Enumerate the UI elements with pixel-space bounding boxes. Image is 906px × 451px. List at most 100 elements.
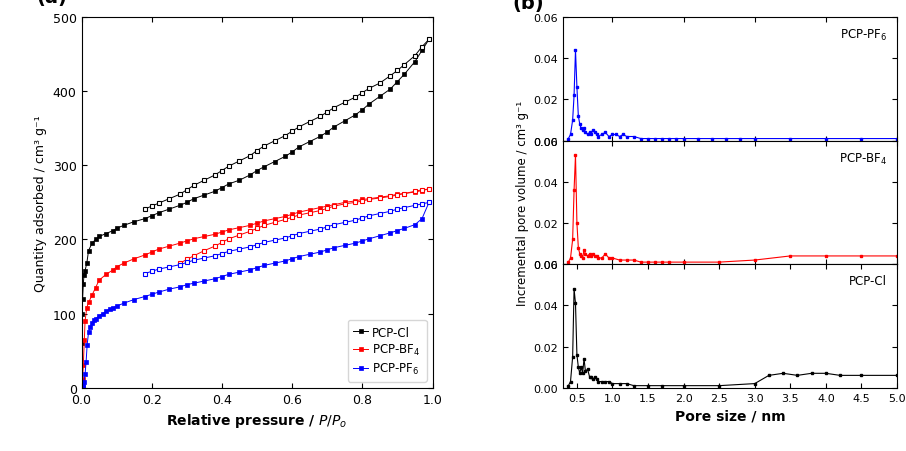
PCP-Cl: [385, 87, 396, 92]
PCP-Cl: [340, 119, 351, 124]
PCP-Cl: [90, 237, 101, 243]
PCP-BF$_4$: [199, 234, 210, 239]
PCP-Cl: [424, 37, 435, 43]
PCP-Cl: [118, 223, 129, 229]
PCP-Cl: [234, 178, 245, 184]
X-axis label: Pore size / nm: Pore size / nm: [674, 408, 786, 422]
PCP-BF$_4$: [357, 197, 368, 202]
X-axis label: Relative pressure / $P/P_o$: Relative pressure / $P/P_o$: [167, 411, 348, 429]
PCP-Cl: [374, 94, 385, 100]
PCP-BF$_4$: [280, 214, 291, 220]
PCP-Cl: [199, 193, 210, 198]
PCP-Cl: [76, 341, 87, 346]
Legend: PCP-Cl, PCP-BF$_4$, PCP-PF$_6$: PCP-Cl, PCP-BF$_4$, PCP-PF$_6$: [348, 320, 427, 382]
PCP-Cl: [188, 197, 199, 202]
PCP-BF$_4$: [174, 241, 185, 246]
PCP-PF$_6$: [87, 321, 98, 326]
PCP-Cl: [77, 311, 88, 317]
PCP-BF$_4$: [417, 189, 428, 194]
PCP-Cl: [111, 226, 122, 231]
Text: (b): (b): [513, 0, 545, 13]
Y-axis label: Incremental pore volume / cm³ g⁻¹: Incremental pore volume / cm³ g⁻¹: [516, 101, 529, 305]
PCP-Cl: [280, 154, 291, 160]
PCP-BF$_4$: [181, 239, 192, 244]
PCP-BF$_4$: [217, 230, 227, 235]
PCP-Cl: [350, 113, 361, 118]
PCP-BF$_4$: [164, 244, 175, 249]
PCP-BF$_4$: [118, 261, 129, 266]
PCP-PF$_6$: [93, 313, 104, 319]
PCP-BF$_4$: [374, 195, 385, 201]
PCP-Cl: [79, 273, 90, 278]
PCP-BF$_4$: [146, 250, 157, 255]
PCP-BF$_4$: [76, 382, 87, 387]
PCP-BF$_4$: [410, 190, 420, 195]
PCP-Cl: [181, 200, 192, 206]
Text: PCP-BF$_4$: PCP-BF$_4$: [839, 151, 887, 166]
PCP-Cl: [322, 130, 333, 135]
Text: PCP-PF$_6$: PCP-PF$_6$: [840, 28, 887, 43]
PCP-Cl: [209, 189, 220, 194]
PCP-Cl: [314, 134, 325, 140]
PCP-Cl: [153, 211, 164, 216]
PCP-BF$_4$: [252, 221, 263, 226]
PCP-PF$_6$: [81, 359, 92, 365]
PCP-Cl: [80, 268, 91, 274]
PCP-BF$_4$: [385, 193, 396, 199]
PCP-Cl: [399, 72, 410, 78]
PCP-Cl: [392, 80, 403, 85]
PCP-Cl: [357, 108, 368, 113]
PCP-Cl: [87, 241, 98, 246]
PCP-Cl: [245, 173, 255, 178]
PCP-Cl: [294, 145, 304, 150]
PCP-BF$_4$: [78, 363, 89, 368]
PCP-BF$_4$: [269, 216, 280, 222]
PCP-Cl: [252, 168, 263, 174]
PCP-BF$_4$: [399, 191, 410, 197]
Line: PCP-BF$_4$: PCP-BF$_4$: [80, 187, 431, 387]
PCP-PF$_6$: [424, 200, 435, 206]
PCP-BF$_4$: [188, 236, 199, 242]
PCP-BF$_4$: [364, 197, 375, 202]
PCP-BF$_4$: [129, 257, 140, 262]
PCP-Cl: [286, 150, 297, 155]
PCP-BF$_4$: [209, 232, 220, 238]
PCP-BF$_4$: [294, 210, 304, 215]
PCP-BF$_4$: [329, 202, 340, 208]
PCP-Cl: [364, 102, 375, 107]
Line: PCP-PF$_6$: PCP-PF$_6$: [80, 201, 431, 390]
PCP-Cl: [174, 203, 185, 209]
PCP-Cl: [82, 261, 92, 266]
PCP-Cl: [258, 165, 269, 170]
PCP-Cl: [269, 160, 280, 165]
PCP-BF$_4$: [82, 305, 92, 311]
PCP-BF$_4$: [93, 278, 104, 283]
PCP-Cl: [417, 49, 428, 54]
PCP-Cl: [78, 281, 89, 287]
PCP-BF$_4$: [234, 226, 245, 231]
PCP-BF$_4$: [80, 318, 91, 324]
PCP-PF$_6$: [76, 385, 87, 391]
PCP-Cl: [217, 185, 227, 191]
PCP-BF$_4$: [340, 200, 351, 206]
PCP-BF$_4$: [245, 223, 255, 229]
Text: (a): (a): [36, 0, 67, 7]
Y-axis label: Quantity adsorbed / cm³ g⁻¹: Quantity adsorbed / cm³ g⁻¹: [34, 115, 47, 291]
PCP-BF$_4$: [101, 272, 111, 277]
PCP-BF$_4$: [322, 204, 333, 209]
PCP-PF$_6$: [129, 297, 140, 303]
PCP-BF$_4$: [314, 205, 325, 211]
PCP-Cl: [224, 182, 235, 187]
PCP-BF$_4$: [424, 187, 435, 192]
Text: PCP-Cl: PCP-Cl: [849, 275, 887, 287]
PCP-Cl: [146, 214, 157, 219]
PCP-BF$_4$: [153, 247, 164, 252]
PCP-BF$_4$: [392, 192, 403, 198]
Line: PCP-Cl: PCP-Cl: [80, 38, 431, 346]
PCP-BF$_4$: [304, 207, 315, 213]
PCP-BF$_4$: [286, 212, 297, 217]
PCP-Cl: [329, 125, 340, 130]
PCP-Cl: [101, 231, 111, 237]
PCP-BF$_4$: [111, 265, 122, 270]
PCP-Cl: [140, 216, 150, 222]
